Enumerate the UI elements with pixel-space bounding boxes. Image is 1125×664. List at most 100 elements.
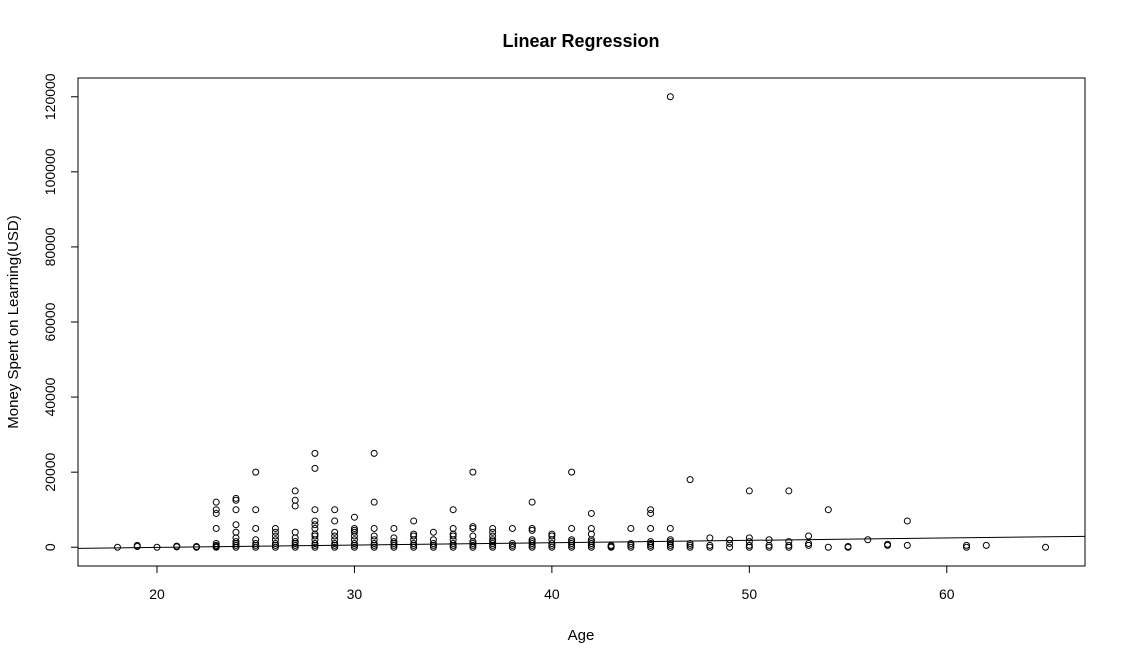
data-point	[765, 543, 773, 551]
data-point	[212, 524, 220, 532]
data-point	[666, 93, 674, 101]
data-point	[508, 543, 516, 551]
data-point	[647, 506, 655, 514]
data-point	[410, 517, 418, 525]
data-point	[291, 496, 299, 504]
data-point	[350, 532, 358, 540]
y-tick-label: 120000	[42, 73, 58, 120]
data-point	[785, 541, 793, 549]
data-point	[271, 524, 279, 532]
data-point	[489, 541, 497, 549]
data-point	[528, 526, 536, 534]
data-point	[548, 532, 556, 540]
data-point	[173, 542, 181, 550]
data-point	[489, 543, 497, 551]
data-point	[350, 539, 358, 547]
data-point	[449, 541, 457, 549]
data-point	[686, 541, 694, 549]
data-point	[252, 506, 260, 514]
data-point	[291, 502, 299, 510]
data-point	[666, 543, 674, 551]
data-point	[647, 539, 655, 547]
data-point	[291, 541, 299, 549]
data-point	[232, 506, 240, 514]
data-point	[271, 541, 279, 549]
data-point	[745, 541, 753, 549]
data-point	[311, 521, 319, 529]
data-point	[469, 543, 477, 551]
data-point	[410, 543, 418, 551]
data-point	[469, 468, 477, 476]
data-point	[963, 543, 971, 551]
data-point	[587, 524, 595, 532]
data-point	[252, 524, 260, 532]
data-point	[232, 528, 240, 536]
data-point	[331, 528, 339, 536]
data-point	[311, 524, 319, 532]
x-tick-label: 50	[742, 586, 758, 602]
data-point	[252, 543, 260, 551]
data-point	[153, 543, 161, 551]
data-point	[370, 543, 378, 551]
data-point	[390, 543, 398, 551]
data-point	[331, 506, 339, 514]
data-point	[726, 543, 734, 551]
data-point	[212, 506, 220, 514]
data-point	[489, 524, 497, 532]
data-point	[548, 543, 556, 551]
data-point	[449, 543, 457, 551]
data-point	[884, 540, 892, 548]
data-points	[113, 93, 1050, 551]
data-point	[331, 532, 339, 540]
data-point	[805, 541, 813, 549]
data-point	[192, 542, 200, 550]
data-point	[785, 543, 793, 551]
data-point	[370, 524, 378, 532]
data-point	[528, 541, 536, 549]
data-point	[587, 509, 595, 517]
data-point	[331, 517, 339, 525]
x-tick-label: 40	[544, 586, 560, 602]
data-point	[627, 543, 635, 551]
data-point	[410, 539, 418, 547]
data-point	[686, 543, 694, 551]
plot-frame	[77, 77, 1086, 567]
data-point	[587, 541, 595, 549]
data-point	[548, 541, 556, 549]
data-point	[903, 517, 911, 525]
data-point	[311, 464, 319, 472]
data-point	[587, 543, 595, 551]
data-point	[370, 498, 378, 506]
data-point	[686, 539, 694, 547]
data-point	[647, 509, 655, 517]
data-point	[291, 543, 299, 551]
data-point	[469, 523, 477, 531]
data-point	[271, 532, 279, 540]
data-point	[568, 543, 576, 551]
data-point	[706, 534, 714, 542]
x-axis-label: Age	[568, 627, 595, 644]
data-point	[311, 449, 319, 457]
data-point	[824, 543, 832, 551]
data-point	[232, 494, 240, 502]
data-point	[252, 541, 260, 549]
data-point	[963, 541, 971, 549]
data-point	[528, 498, 536, 506]
data-point	[449, 532, 457, 540]
y-tick-label: 20000	[42, 452, 58, 491]
data-point	[508, 541, 516, 549]
data-point	[410, 541, 418, 549]
x-tick-label: 60	[939, 586, 955, 602]
data-point	[844, 542, 852, 550]
data-point	[785, 487, 793, 495]
data-point	[252, 468, 260, 476]
data-point	[666, 524, 674, 532]
data-point	[311, 539, 319, 547]
data-point	[271, 528, 279, 536]
data-point	[528, 543, 536, 551]
data-point	[212, 543, 220, 551]
data-point	[508, 539, 516, 547]
x-axis: 20 30 40 50 60	[149, 566, 955, 602]
data-point	[212, 498, 220, 506]
